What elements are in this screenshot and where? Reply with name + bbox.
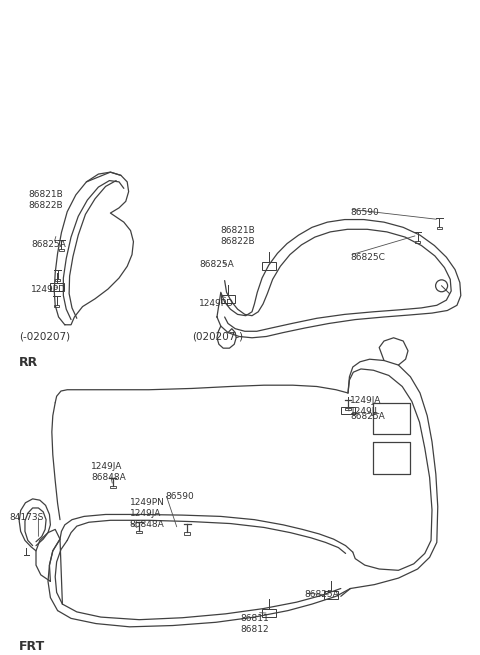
Bar [110,486,116,489]
Text: 86848A: 86848A [130,519,164,529]
Text: 86590: 86590 [350,208,379,217]
Bar [59,249,64,251]
Text: 86821B
86822B: 86821B 86822B [28,190,63,210]
Bar [324,591,338,599]
Bar [262,263,276,271]
Text: 86825C: 86825C [350,253,385,263]
Bar [437,227,442,229]
Bar [341,407,355,415]
Text: 1249PN: 1249PN [130,498,165,506]
Bar [345,408,351,411]
Text: (020207-): (020207-) [192,331,243,341]
Text: 86825A: 86825A [305,590,339,599]
Text: 1249PD: 1249PD [199,299,234,308]
Text: 86848A: 86848A [91,473,126,482]
Text: 1249JA
1249JL: 1249JA 1249JL [350,396,382,417]
Bar [262,609,276,617]
Text: FRT: FRT [19,640,46,653]
Text: 1249JA: 1249JA [91,462,122,471]
Bar [49,283,64,291]
Bar [221,295,235,303]
Text: 1249PD: 1249PD [31,284,66,293]
Text: 86590: 86590 [166,493,194,501]
Bar [184,533,190,534]
Text: 86825A: 86825A [350,413,385,421]
Bar [55,278,60,281]
Text: 84173S: 84173S [10,513,44,522]
Text: 86825A: 86825A [31,240,66,250]
Text: RR: RR [19,356,38,369]
Text: 86811
86812: 86811 86812 [240,614,269,634]
Bar [415,241,420,244]
Text: 86821B
86822B: 86821B 86822B [220,226,255,246]
Text: 1249JA: 1249JA [130,509,161,517]
Text: (-020207): (-020207) [19,331,71,341]
Text: 86825A: 86825A [199,260,234,269]
Bar [54,305,59,307]
Bar [136,531,142,533]
